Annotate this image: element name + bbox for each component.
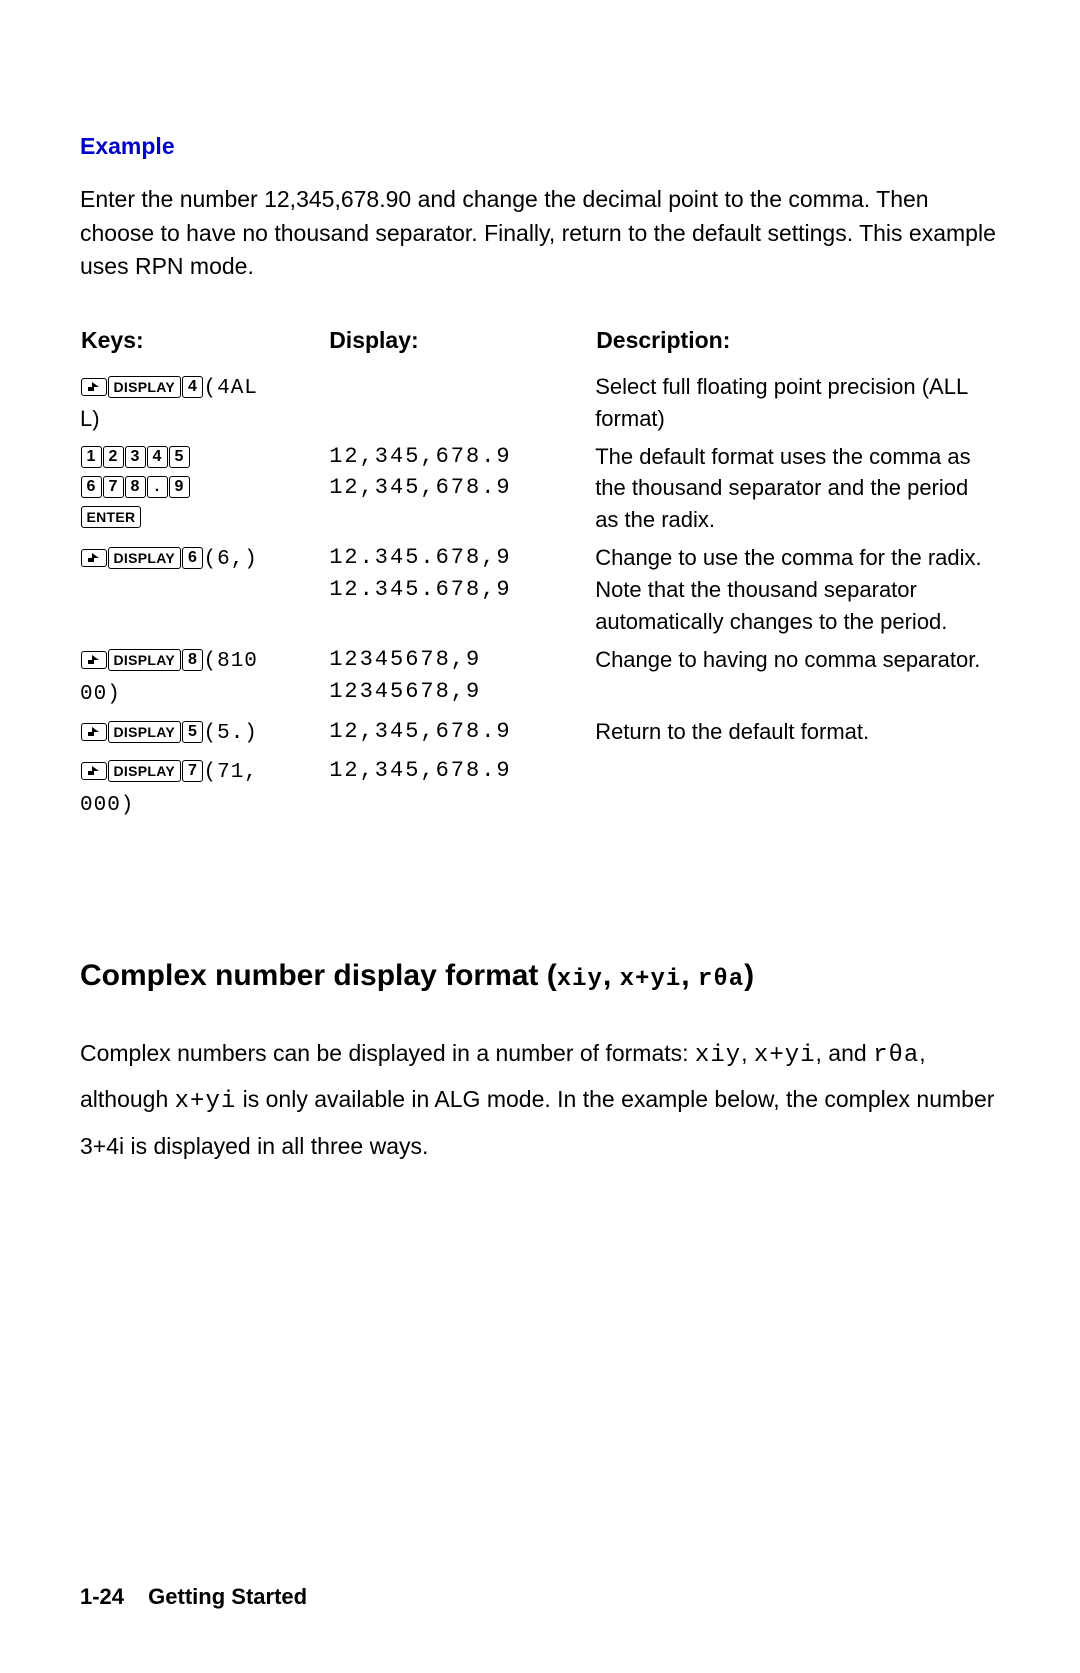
- number-key: 5: [169, 446, 190, 468]
- display-key: DISPLAY: [108, 760, 182, 782]
- keys-cell: DISPLAY4(4AL L): [80, 368, 319, 438]
- display-key: DISPLAY: [108, 376, 182, 398]
- table-row: DISPLAY8(810 00) 12345678,9 12345678,9 Ch…: [80, 641, 1000, 713]
- header-display: Display:: [319, 323, 595, 367]
- shift-key-icon: [81, 549, 107, 567]
- keys-cell: DISPLAY5(5.): [80, 713, 319, 752]
- description-cell: Change to having no comma separator.: [595, 641, 1000, 713]
- number-key: 3: [125, 446, 146, 468]
- shift-key-icon: [81, 762, 107, 780]
- number-key: 6: [182, 547, 203, 569]
- description-cell: Select full floating point precision (AL…: [595, 368, 1000, 438]
- display-cell: 12345678,9 12345678,9: [319, 641, 595, 713]
- keys-cell: DISPLAY6(6,): [80, 539, 319, 641]
- keys-cell: DISPLAY8(810 00): [80, 641, 319, 713]
- display-line: 12.345.678,9: [329, 574, 585, 606]
- table-row: DISPLAY7(71, 000) 12,345,678.9: [80, 752, 1000, 824]
- number-key: 8: [125, 476, 146, 498]
- number-key: 9: [169, 476, 190, 498]
- shift-key-icon: [81, 651, 107, 669]
- display-cell: 12,345,678.9 12,345,678.9: [319, 438, 595, 540]
- keys-cell: 12345 678.9 ENTER: [80, 438, 319, 540]
- format-symbol: x+yi: [175, 1088, 237, 1115]
- display-key: DISPLAY: [108, 547, 182, 569]
- display-key: DISPLAY: [108, 721, 182, 743]
- display-cell: 12,345,678.9: [319, 752, 595, 824]
- description-cell: Change to use the comma for the radix. N…: [595, 539, 1000, 641]
- section-heading: Complex number display format (xiy, x+yi…: [80, 954, 1000, 998]
- description-cell: The default format uses the comma as the…: [595, 438, 1000, 540]
- example-heading: Example: [80, 130, 1000, 163]
- number-key: 7: [103, 476, 124, 498]
- table-row: DISPLAY5(5.) 12,345,678.9 Return to the …: [80, 713, 1000, 752]
- number-key: 7: [182, 760, 203, 782]
- number-key: 1: [81, 446, 102, 468]
- format-symbol: rθa: [698, 966, 744, 993]
- number-key: 4: [182, 376, 203, 398]
- format-symbol: xiy: [557, 966, 603, 993]
- display-line: 12.345.678,9: [329, 542, 585, 574]
- enter-key: ENTER: [81, 506, 142, 528]
- intro-paragraph: Enter the number 12,345,678.90 and chang…: [80, 183, 1000, 283]
- table-row: DISPLAY6(6,) 12.345.678,9 12.345.678,9 C…: [80, 539, 1000, 641]
- key-suffix-line2: L): [80, 406, 100, 431]
- format-symbol: x+yi: [754, 1042, 816, 1069]
- display-line: 12,345,678.9: [329, 472, 585, 504]
- key-suffix: (810: [204, 650, 258, 673]
- display-line: 12,345,678.9: [329, 716, 585, 748]
- shift-key-icon: [81, 378, 107, 396]
- page-number: 1-24: [80, 1584, 124, 1609]
- display-cell: [319, 368, 595, 438]
- display-line: 12,345,678.9: [329, 441, 585, 473]
- format-symbol: rθa: [873, 1042, 919, 1069]
- key-suffix: (6,): [204, 548, 258, 571]
- table-row: DISPLAY4(4AL L) Select full floating poin…: [80, 368, 1000, 438]
- description-cell: [595, 752, 1000, 824]
- page-footer: 1-24 Getting Started: [80, 1581, 307, 1613]
- key-suffix: (71,: [204, 761, 258, 784]
- display-cell: 12,345,678.9: [319, 713, 595, 752]
- page-container: Example Enter the number 12,345,678.90 a…: [0, 0, 1080, 1673]
- body-paragraph: Complex numbers can be displayed in a nu…: [80, 1032, 1000, 1169]
- key-suffix: (5.): [204, 722, 258, 745]
- display-line: 12345678,9: [329, 644, 585, 676]
- display-key: DISPLAY: [108, 649, 182, 671]
- table-row: 12345 678.9 ENTER 12,345,678.9 12,345,67…: [80, 438, 1000, 540]
- key-suffix: (4AL: [204, 377, 258, 400]
- number-key: 4: [147, 446, 168, 468]
- display-cell: 12.345.678,9 12.345.678,9: [319, 539, 595, 641]
- table-header-row: Keys: Display: Description:: [80, 323, 1000, 367]
- header-keys: Keys:: [80, 323, 319, 367]
- key-steps-table: Keys: Display: Description: DISPLAY4(4AL…: [80, 323, 1000, 823]
- section-name: Getting Started: [148, 1584, 307, 1609]
- body-text: Complex numbers can be displayed in a nu…: [80, 1040, 695, 1066]
- keys-cell: DISPLAY7(71, 000): [80, 752, 319, 824]
- number-key: 6: [81, 476, 102, 498]
- heading-prefix: Complex number display format (: [80, 959, 557, 992]
- format-symbol: x+yi: [620, 966, 682, 993]
- number-key: 8: [182, 649, 203, 671]
- shift-key-icon: [81, 723, 107, 741]
- number-key: 2: [103, 446, 124, 468]
- format-symbol: xiy: [695, 1042, 741, 1069]
- display-line: 12,345,678.9: [329, 755, 585, 787]
- heading-suffix: ): [744, 959, 754, 992]
- header-description: Description:: [595, 323, 1000, 367]
- body-text: , and: [816, 1040, 874, 1066]
- decimal-key: .: [147, 476, 168, 498]
- number-key: 5: [182, 721, 203, 743]
- key-suffix-line2: 00): [80, 683, 121, 706]
- description-cell: Return to the default format.: [595, 713, 1000, 752]
- display-line: 12345678,9: [329, 676, 585, 708]
- key-suffix-line2: 000): [80, 794, 134, 817]
